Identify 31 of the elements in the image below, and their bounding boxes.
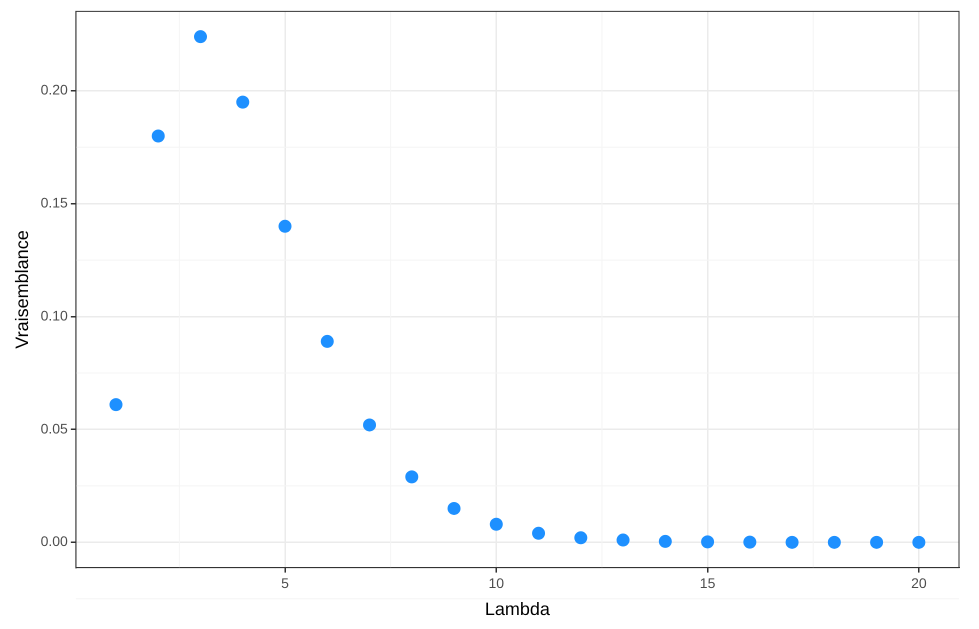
point bbox=[152, 130, 165, 143]
point bbox=[616, 534, 630, 547]
y-tick-label: 0.15 bbox=[40, 194, 68, 211]
point bbox=[405, 470, 418, 484]
point bbox=[363, 418, 376, 432]
point bbox=[828, 536, 841, 549]
y-tick-label: 0.20 bbox=[40, 82, 68, 98]
point bbox=[870, 536, 884, 549]
point bbox=[574, 531, 588, 544]
point bbox=[701, 535, 714, 548]
x-axis-title: Lambda bbox=[484, 599, 551, 620]
point bbox=[658, 534, 672, 548]
y-tick-label: 0.00 bbox=[40, 533, 68, 550]
x-tick-label: 10 bbox=[488, 574, 504, 591]
point bbox=[278, 220, 292, 233]
point bbox=[490, 518, 503, 531]
point bbox=[236, 96, 250, 109]
point bbox=[448, 502, 461, 515]
y-tick-label: 0.05 bbox=[40, 420, 68, 436]
point bbox=[320, 334, 334, 348]
point bbox=[743, 536, 756, 549]
point bbox=[912, 536, 926, 549]
x-tick-label: 20 bbox=[911, 574, 927, 591]
x-tick-label: 5 bbox=[281, 574, 290, 591]
y-tick-label: 0.10 bbox=[40, 307, 68, 324]
x-tick-label: 15 bbox=[700, 574, 716, 591]
point bbox=[532, 526, 546, 540]
point bbox=[786, 536, 799, 549]
y-axis-title: Vraisemblance bbox=[12, 230, 32, 349]
point bbox=[109, 398, 122, 412]
point bbox=[194, 30, 208, 44]
